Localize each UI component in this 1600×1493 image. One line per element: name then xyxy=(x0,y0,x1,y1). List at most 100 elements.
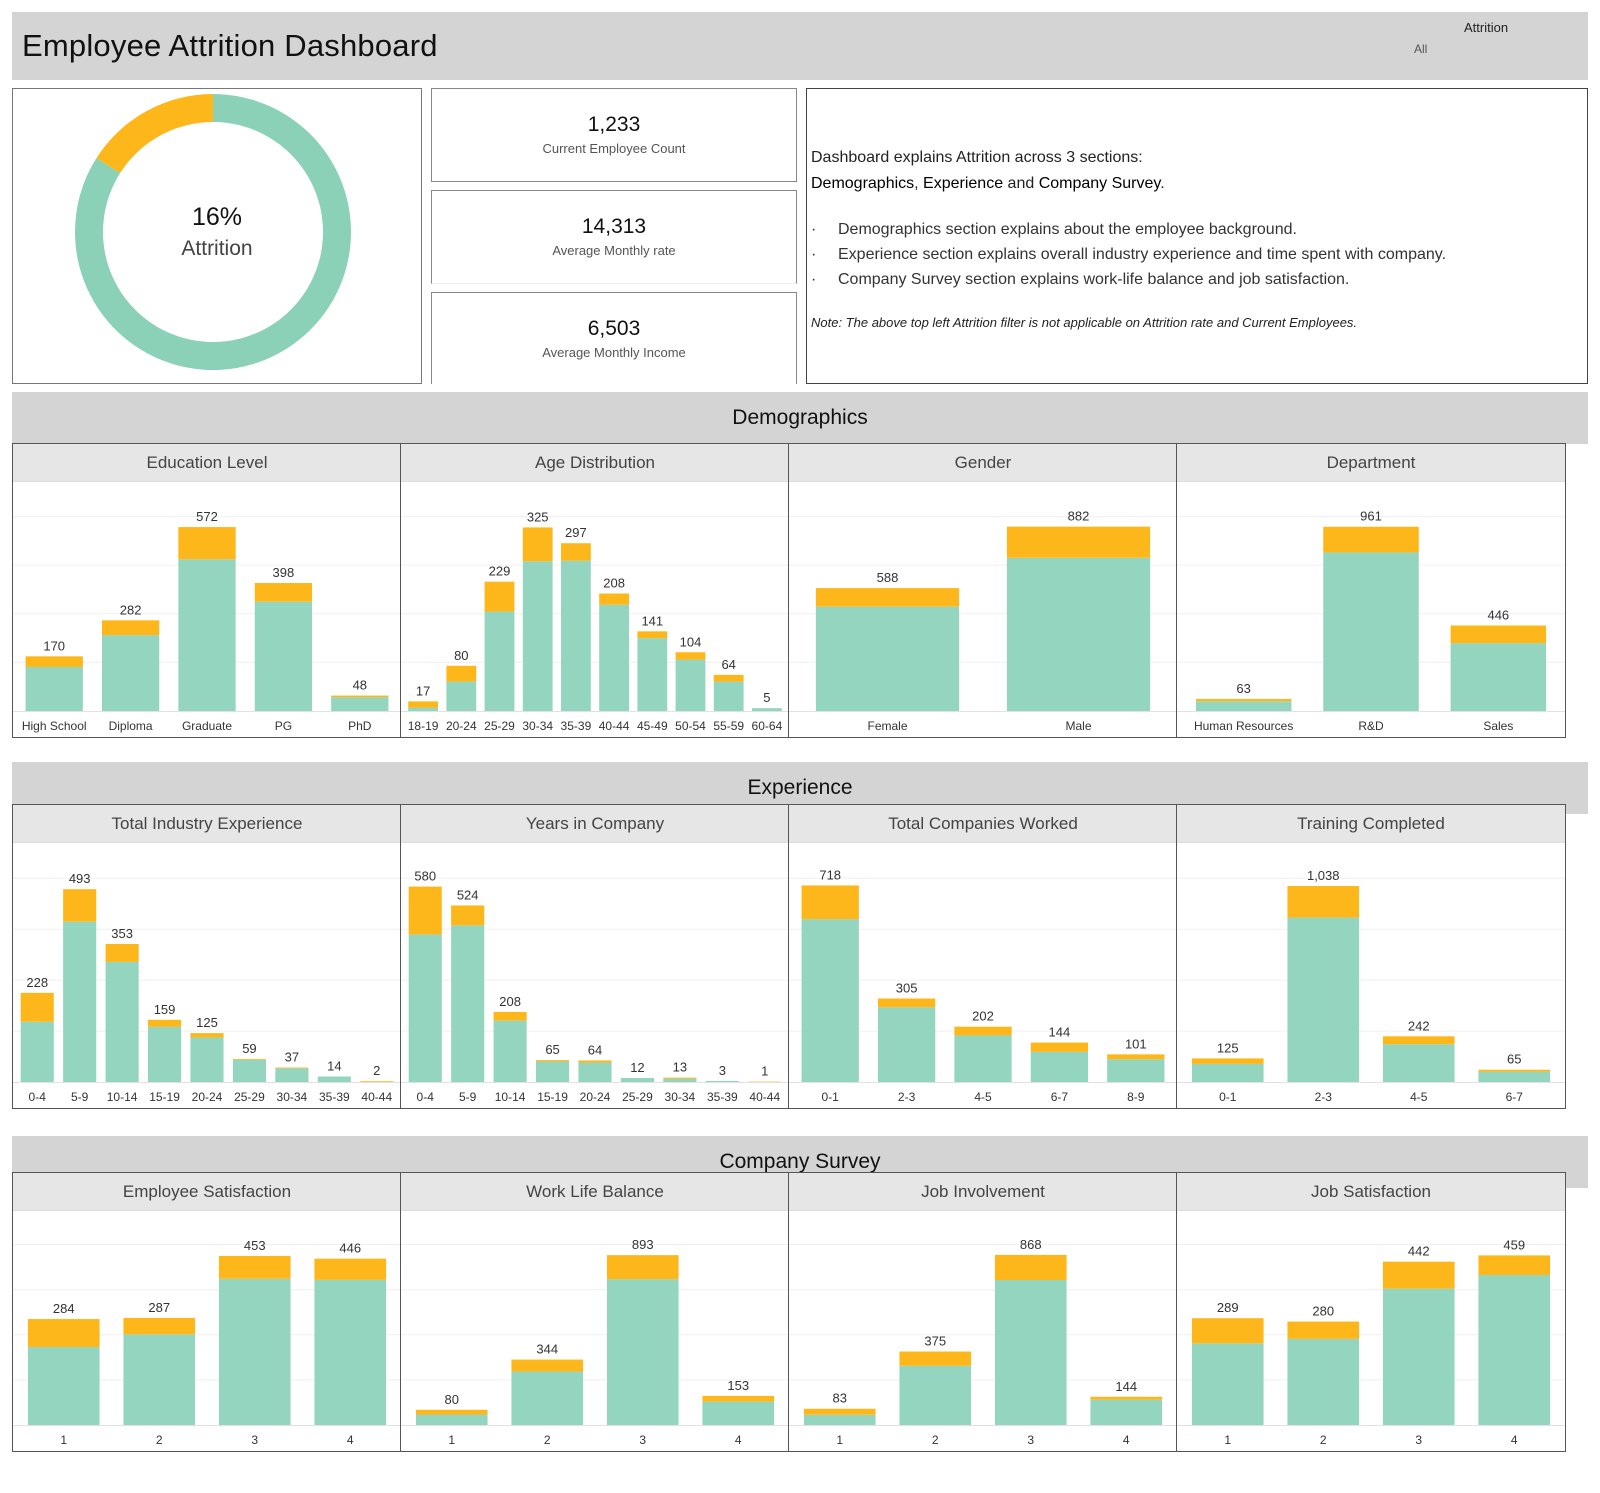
bar-segment-retained[interactable] xyxy=(148,1026,182,1082)
bar-segment-retained[interactable] xyxy=(599,604,629,711)
bar-segment-retained[interactable] xyxy=(190,1037,224,1082)
bar-segment-attrition[interactable] xyxy=(314,1258,387,1280)
bar-segment-attrition[interactable] xyxy=(1191,1318,1264,1344)
bar-segment-retained[interactable] xyxy=(1107,1059,1165,1082)
bar-segment-attrition[interactable] xyxy=(877,998,936,1008)
bar-segment-retained[interactable] xyxy=(1478,1071,1551,1082)
bar-segment-attrition[interactable] xyxy=(105,943,139,962)
bar-segment-attrition[interactable] xyxy=(1478,1069,1551,1072)
bar-segment-retained[interactable] xyxy=(620,1077,654,1082)
bar-segment-attrition[interactable] xyxy=(254,583,313,602)
bar-segment-attrition[interactable] xyxy=(713,674,744,682)
bar-segment-attrition[interactable] xyxy=(408,886,442,935)
bar-segment-attrition[interactable] xyxy=(63,889,97,922)
bar-segment-attrition[interactable] xyxy=(190,1033,224,1038)
bar-segment-attrition[interactable] xyxy=(1450,625,1547,644)
bar-segment-retained[interactable] xyxy=(1323,552,1419,711)
bar-segment-attrition[interactable] xyxy=(801,885,859,920)
bar-segment-attrition[interactable] xyxy=(663,1077,697,1079)
bar-segment-retained[interactable] xyxy=(1090,1399,1163,1425)
bar-segment-attrition[interactable] xyxy=(275,1067,309,1069)
bar-segment-attrition[interactable] xyxy=(1090,1396,1163,1400)
bar-segment-attrition[interactable] xyxy=(1382,1036,1455,1045)
bar-segment-attrition[interactable] xyxy=(1030,1042,1089,1052)
bar-segment-retained[interactable] xyxy=(606,1279,679,1425)
bar-segment-retained[interactable] xyxy=(415,1414,488,1425)
bar-segment-attrition[interactable] xyxy=(578,1060,612,1063)
bar-segment-attrition[interactable] xyxy=(178,527,236,560)
bar-segment-attrition[interactable] xyxy=(702,1395,775,1402)
bar-segment-retained[interactable] xyxy=(877,1007,936,1082)
bar-segment-retained[interactable] xyxy=(178,559,236,711)
bar-segment-retained[interactable] xyxy=(663,1078,697,1082)
bar-segment-retained[interactable] xyxy=(1191,1343,1264,1425)
bar-segment-retained[interactable] xyxy=(451,925,485,1082)
bar-segment-retained[interactable] xyxy=(578,1062,612,1082)
bar-segment-attrition[interactable] xyxy=(536,1060,570,1062)
bar-segment-attrition[interactable] xyxy=(954,1026,1012,1036)
bar-segment-retained[interactable] xyxy=(1287,917,1360,1082)
bar-segment-retained[interactable] xyxy=(123,1334,196,1425)
bar-segment-retained[interactable] xyxy=(20,1021,54,1082)
bar-segment-retained[interactable] xyxy=(63,921,97,1082)
bar-segment-retained[interactable] xyxy=(25,666,83,711)
bar-segment-attrition[interactable] xyxy=(123,1317,196,1335)
bar-segment-attrition[interactable] xyxy=(232,1058,266,1060)
bar-segment-attrition[interactable] xyxy=(899,1351,972,1366)
bar-segment-retained[interactable] xyxy=(536,1061,570,1082)
bar-segment-attrition[interactable] xyxy=(803,1408,876,1415)
bar-segment-retained[interactable] xyxy=(254,601,313,711)
attrition-filter[interactable]: Attrition All xyxy=(1410,18,1560,74)
donut-slice-attrition[interactable] xyxy=(96,94,213,174)
bar-segment-attrition[interactable] xyxy=(148,1019,182,1027)
bar-segment-retained[interactable] xyxy=(1450,643,1547,711)
bar-segment-retained[interactable] xyxy=(314,1279,387,1425)
bar-segment-attrition[interactable] xyxy=(994,1254,1067,1280)
bar-segment-attrition[interactable] xyxy=(606,1255,679,1280)
bar-segment-attrition[interactable] xyxy=(1006,526,1151,558)
bar-segment-retained[interactable] xyxy=(522,561,553,711)
bar-segment-retained[interactable] xyxy=(484,611,515,711)
bar-segment-retained[interactable] xyxy=(899,1365,972,1425)
bar-segment-attrition[interactable] xyxy=(511,1359,584,1372)
bar-segment-attrition[interactable] xyxy=(20,992,54,1022)
bar-segment-attrition[interactable] xyxy=(561,543,591,561)
bar-segment-attrition[interactable] xyxy=(484,581,515,612)
bar-segment-retained[interactable] xyxy=(493,1020,527,1082)
bar-segment-attrition[interactable] xyxy=(493,1011,527,1021)
bar-segment-attrition[interactable] xyxy=(675,652,706,660)
bar-segment-attrition[interactable] xyxy=(101,620,160,636)
bar-segment-retained[interactable] xyxy=(713,681,744,711)
bar-segment-retained[interactable] xyxy=(803,1414,876,1425)
bar-segment-retained[interactable] xyxy=(1478,1274,1551,1425)
bar-segment-retained[interactable] xyxy=(101,635,160,711)
bar-segment-attrition[interactable] xyxy=(522,527,553,562)
bar-segment-attrition[interactable] xyxy=(25,656,83,667)
bar-segment-retained[interactable] xyxy=(27,1347,100,1425)
bar-segment-retained[interactable] xyxy=(408,934,442,1082)
bar-segment-attrition[interactable] xyxy=(27,1319,100,1348)
bar-segment-attrition[interactable] xyxy=(360,1081,394,1082)
bar-segment-attrition[interactable] xyxy=(599,593,629,605)
bar-segment-attrition[interactable] xyxy=(415,1409,488,1415)
bar-segment-retained[interactable] xyxy=(446,681,477,711)
bar-segment-retained[interactable] xyxy=(1382,1288,1455,1425)
bar-segment-retained[interactable] xyxy=(218,1278,291,1425)
bar-segment-retained[interactable] xyxy=(1382,1044,1455,1082)
attrition-filter-value[interactable]: All xyxy=(1414,42,1428,56)
bar-segment-retained[interactable] xyxy=(275,1068,309,1082)
bar-segment-retained[interactable] xyxy=(1287,1338,1360,1425)
bar-segment-attrition[interactable] xyxy=(1287,1321,1360,1339)
bar-segment-retained[interactable] xyxy=(408,707,438,711)
bar-segment-retained[interactable] xyxy=(1195,701,1292,711)
bar-segment-retained[interactable] xyxy=(232,1059,266,1082)
bar-segment-attrition[interactable] xyxy=(1478,1255,1551,1275)
bar-segment-attrition[interactable] xyxy=(446,665,477,682)
bar-segment-retained[interactable] xyxy=(1006,557,1151,711)
bar-segment-retained[interactable] xyxy=(801,919,859,1082)
bar-segment-retained[interactable] xyxy=(815,606,960,711)
bar-segment-attrition[interactable] xyxy=(331,695,389,698)
bar-segment-retained[interactable] xyxy=(994,1279,1067,1425)
bar-segment-retained[interactable] xyxy=(317,1076,351,1082)
bar-segment-attrition[interactable] xyxy=(1191,1058,1264,1064)
